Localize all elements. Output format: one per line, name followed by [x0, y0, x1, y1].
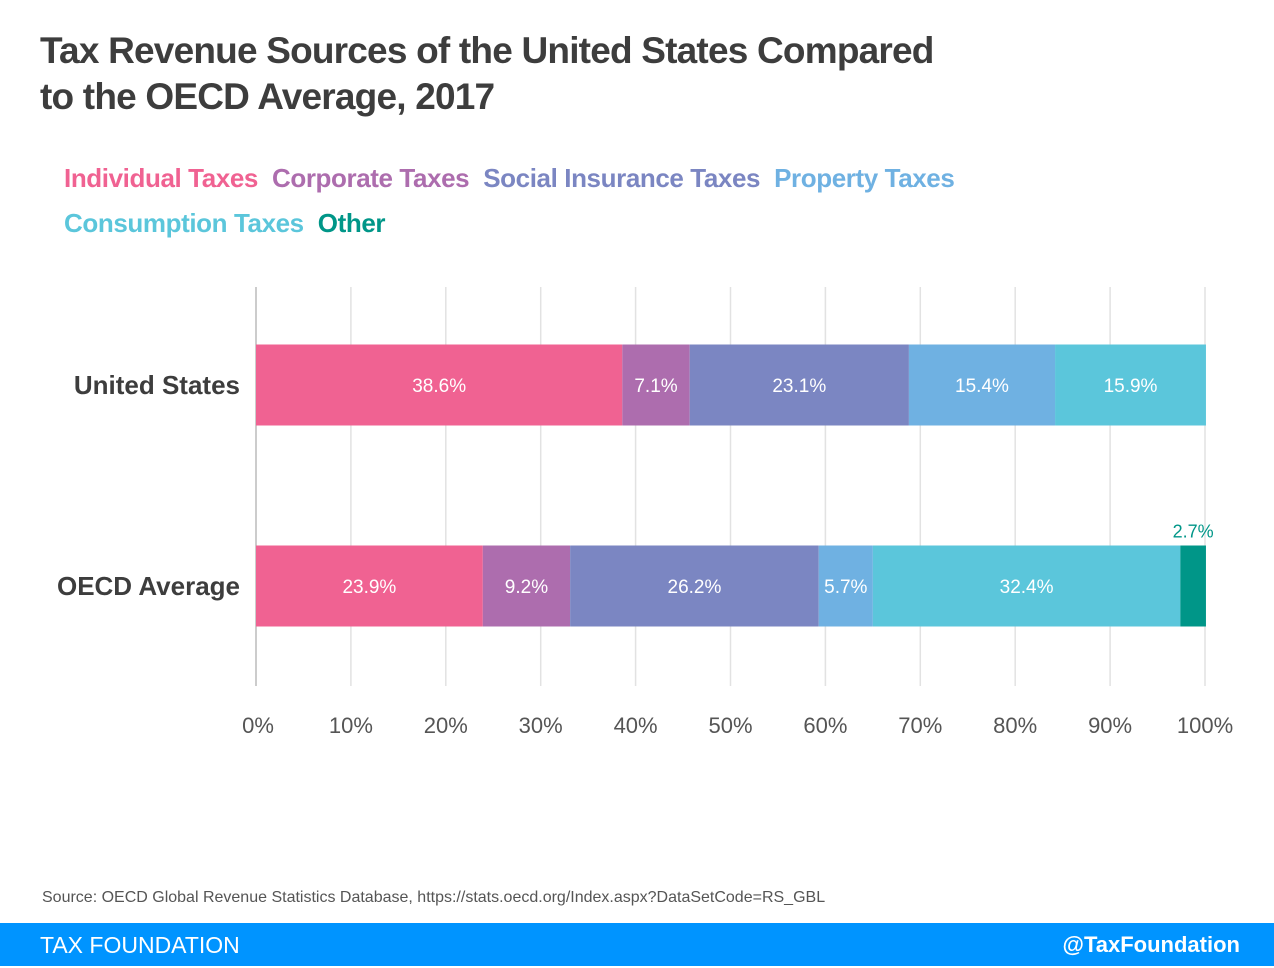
bar-segment	[256, 545, 483, 627]
data-label: 5.7%	[824, 577, 867, 598]
x-tick-label: 30%	[519, 713, 563, 738]
bar-segment	[872, 545, 1181, 627]
data-label: 15.4%	[955, 376, 1009, 397]
bar-segment	[908, 344, 1056, 426]
legend-item-other: Other	[317, 208, 386, 238]
chart-title-line-1: Tax Revenue Sources of the United States…	[40, 30, 934, 71]
bar-segment	[1055, 344, 1206, 426]
data-label: 32.4%	[1000, 577, 1054, 598]
legend-item-consumption-taxes: Consumption Taxes	[64, 208, 304, 238]
footer-brand: TAX FOUNDATION	[40, 932, 240, 958]
category-label: United States	[74, 370, 240, 400]
chart-title: Tax Revenue Sources of the United States…	[40, 28, 1000, 120]
data-label: 9.2%	[505, 577, 548, 598]
data-label: 23.9%	[342, 577, 396, 598]
x-tick-label: 10%	[329, 713, 373, 738]
data-label: 23.1%	[772, 376, 826, 397]
data-label: 38.6%	[412, 376, 466, 397]
bar-segment	[818, 545, 873, 627]
x-tick-label: 100%	[1177, 713, 1233, 738]
footer-bar: TAX FOUNDATION @TaxFoundation	[0, 923, 1274, 966]
bar-segment	[570, 545, 819, 627]
bar-segment	[622, 344, 690, 426]
x-tick-label: 40%	[614, 713, 658, 738]
x-tick-label: 60%	[803, 713, 847, 738]
bar-segment	[256, 344, 623, 426]
data-label: 15.9%	[1104, 376, 1158, 397]
data-label: 7.1%	[634, 376, 677, 397]
footer-handle: @TaxFoundation	[1062, 932, 1240, 957]
x-tick-label: 90%	[1088, 713, 1132, 738]
stacked-bar-chart: 0% 10% 20% 30% 40% 50% 60% 70% 80% 90% 100% United …	[57, 287, 1233, 738]
bar-segment	[1180, 545, 1206, 627]
data-label: 26.2%	[668, 577, 722, 598]
chart-title-line-2: to the OECD Average, 2017	[40, 76, 495, 117]
bar-segment	[689, 344, 909, 426]
x-tick-label: 50%	[708, 713, 752, 738]
legend-item-individual-taxes: Individual Taxes	[64, 163, 258, 193]
category-label: OECD Average	[57, 571, 240, 601]
x-tick-label: 80%	[993, 713, 1037, 738]
bar-segment	[482, 545, 571, 627]
legend-item-corporate-taxes: Corporate Taxes	[271, 163, 470, 193]
x-tick-label: 0%	[242, 713, 274, 738]
x-tick-label: 20%	[424, 713, 468, 738]
legend-item-property-taxes: Property Taxes	[774, 163, 955, 193]
legend-item-social-insurance-taxes: Social Insurance Taxes	[483, 163, 761, 193]
legend: Individual Taxes Corporate Taxes Social In…	[64, 156, 1024, 246]
source-note: Source: OECD Global Revenue Statistics D…	[42, 889, 826, 906]
data-label: 2.7%	[1173, 522, 1214, 542]
x-tick-label: 70%	[898, 713, 942, 738]
